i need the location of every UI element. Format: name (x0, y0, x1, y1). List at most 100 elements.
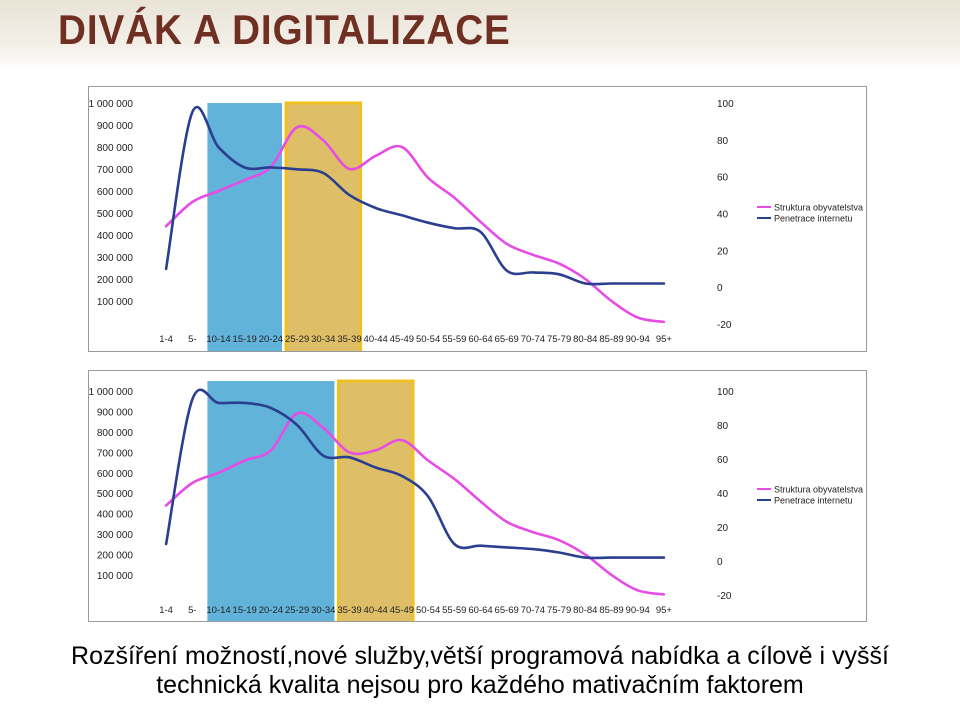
bottom-data-point-population (584, 553, 587, 556)
top-data-point-internet (191, 111, 194, 114)
top-data-point-population (243, 179, 246, 181)
bottom-category-label: 25-29 (285, 605, 309, 616)
caption-line-1: Rozšíření možností,nové služby,větší pro… (71, 642, 889, 670)
bottom-left-tick-label: 500 000 (97, 489, 134, 500)
bottom-data-point-population (270, 449, 272, 452)
bottom-left-tick-label: 400 000 (97, 510, 134, 521)
top-category-label: 5- (188, 334, 196, 345)
bottom-data-point-population (427, 459, 429, 462)
bottom-left-tick-label: 700 000 (97, 448, 134, 459)
top-data-point-internet (453, 227, 456, 230)
caption-line-2: technická kvalita nejsou pro každého mat… (156, 671, 804, 699)
top-left-tick-label: 600 000 (97, 187, 134, 198)
top-category-label: 1-4 (159, 334, 173, 345)
bottom-right-tick-label: 40 (717, 489, 729, 500)
bottom-left-tick-label: 600 000 (97, 469, 134, 480)
bottom-category-label: 30-34 (311, 605, 335, 616)
bottom-data-point-population (348, 451, 351, 454)
top-category-label: 30-34 (311, 334, 335, 345)
bottom-right-tick-label: 80 (717, 421, 729, 432)
bottom-data-point-population (374, 449, 377, 452)
top-category-label: 40-44 (364, 334, 388, 345)
bottom-data-point-internet (584, 556, 587, 559)
bottom-series-line-internet (164, 388, 666, 560)
bottom-data-point-population (532, 531, 534, 533)
top-data-point-internet (584, 282, 587, 285)
top-category-label: 80-84 (573, 334, 597, 345)
bottom-category-label: 65-69 (495, 605, 519, 616)
top-series-line-population (164, 124, 666, 324)
top-right-tick-label: 80 (717, 136, 729, 147)
top-data-point-internet (636, 282, 639, 285)
top-category-label: 90-94 (626, 334, 650, 345)
bottom-left-tick-label: 300 000 (97, 530, 134, 541)
top-left-tick-label: 500 000 (97, 209, 134, 220)
top-left-tick-label: 400 000 (97, 231, 134, 242)
bottom-category-label: 75-79 (547, 605, 571, 616)
bottom-data-point-population (610, 574, 613, 576)
top-data-point-internet (348, 194, 351, 196)
bottom-category-label: 85-89 (599, 605, 623, 616)
chart-bottom-svg: 100 000 200 000 300 000 400 000 500 000 600 0… (89, 379, 863, 621)
top-right-tick-label: 40 (717, 210, 729, 221)
bottom-data-point-internet (479, 544, 482, 547)
top-right-tick-label: 0 (717, 283, 723, 294)
top-category-label: 65-69 (495, 334, 519, 345)
top-data-point-population (584, 278, 587, 280)
bottom-category-label: 60-64 (468, 605, 492, 616)
top-right-tick-label: 100 (717, 99, 734, 110)
top-data-point-population (296, 126, 298, 128)
top-left-tick-label: 900 000 (97, 121, 134, 132)
top-category-label: 85-89 (599, 334, 623, 345)
top-category-label: 10-14 (206, 334, 230, 345)
top-left-tick-label: 1 000 000 (89, 99, 133, 110)
top-data-point-population (322, 139, 325, 142)
bottom-highlight-gold-box (336, 379, 415, 621)
top-left-tick-label: 800 000 (97, 143, 134, 154)
top-data-point-population (663, 321, 665, 323)
top-data-point-population (217, 190, 220, 192)
top-left-tick-label: 700 000 (97, 165, 134, 176)
bottom-highlight-blue-box (207, 381, 335, 621)
bottom-data-point-internet (663, 556, 665, 559)
top-category-label: 25-29 (285, 334, 309, 345)
top-data-point-internet (217, 146, 220, 148)
top-data-point-internet (322, 172, 325, 174)
chart-top-svg: 100 000 200 000 300 000 400 000 500 000 600 0… (89, 99, 863, 351)
bottom-data-point-population (453, 478, 456, 480)
top-category-label: 15-19 (233, 334, 257, 345)
bottom-data-point-internet (296, 424, 298, 426)
bottom-data-point-internet (374, 466, 377, 469)
bottom-data-point-internet (636, 556, 639, 559)
top-data-point-population (610, 300, 613, 302)
top-category-label: 35-39 (337, 334, 361, 345)
top-left-tick-label: 200 000 (97, 275, 134, 286)
bottom-data-point-internet (348, 456, 351, 459)
bottom-category-label: 10-14 (206, 605, 230, 616)
bottom-right-tick-label: 60 (717, 455, 729, 466)
top-category-label: 45-49 (390, 334, 414, 345)
bottom-series-line-population (164, 411, 666, 596)
bottom-left-tick-label: 200 000 (97, 551, 134, 562)
top-category-label: 55-59 (442, 334, 466, 345)
top-data-point-internet (610, 282, 613, 285)
top-data-point-internet (479, 231, 482, 233)
top-data-point-internet (663, 282, 665, 285)
top-data-point-population (191, 201, 194, 203)
bottom-data-point-population (191, 482, 194, 484)
bottom-data-point-population (479, 500, 482, 503)
top-data-point-population (479, 221, 482, 223)
bottom-data-point-population (636, 589, 639, 592)
bottom-category-label: 40-44 (364, 605, 388, 616)
top-data-point-population (532, 254, 534, 256)
bottom-data-point-internet (610, 556, 613, 559)
top-data-point-population (636, 316, 639, 319)
top-data-point-population (401, 146, 403, 148)
top-data-point-internet (165, 267, 167, 270)
top-category-label: 95+ (656, 334, 673, 345)
top-data-point-internet (296, 168, 298, 171)
top-data-point-population (165, 225, 167, 227)
top-data-point-population (558, 262, 560, 265)
top-data-point-internet (427, 221, 429, 224)
bottom-left-tick-label: 100 000 (97, 571, 134, 582)
